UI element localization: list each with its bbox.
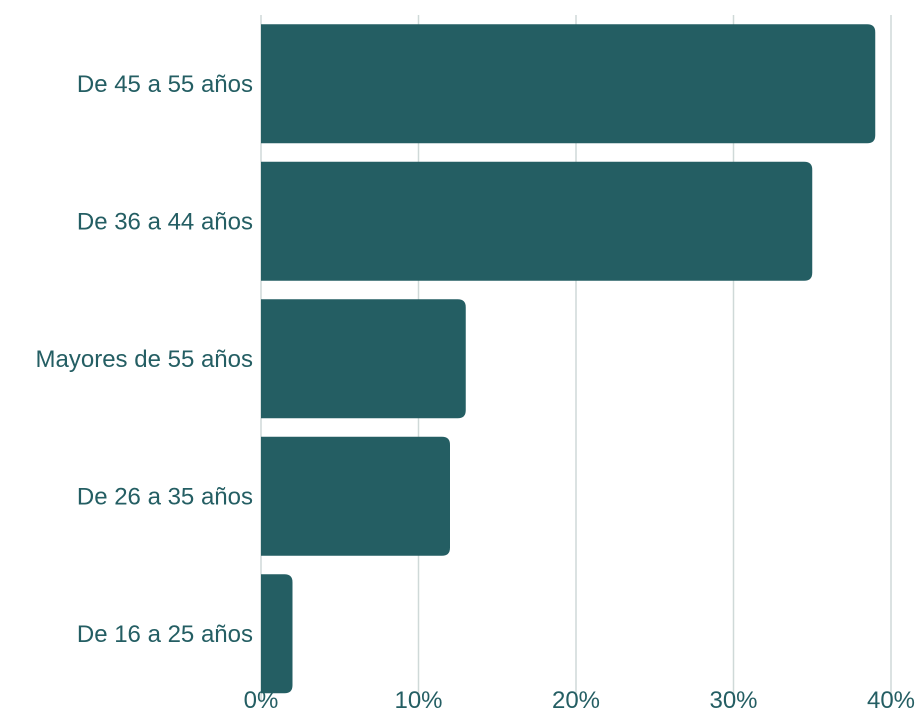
category-label: De 26 a 35 años [77, 483, 253, 510]
x-tick-label: 30% [709, 687, 757, 711]
category-label: De 16 a 25 años [77, 621, 253, 648]
x-tick-label: 40% [867, 687, 915, 711]
bar [261, 299, 466, 419]
category-label: Mayores de 55 años [36, 346, 253, 373]
x-tick-label: 20% [552, 687, 600, 711]
bars [261, 24, 876, 694]
x-tick-label: 0% [244, 687, 279, 711]
category-labels: De 45 a 55 años De 36 a 44 años Mayores d… [36, 71, 253, 648]
bar [261, 161, 813, 281]
bar [261, 574, 293, 694]
bar [261, 436, 450, 556]
category-label: De 45 a 55 años [77, 71, 253, 98]
bar [261, 24, 876, 144]
x-tick-labels: 0% 10% 20% 30% 40% [244, 687, 915, 714]
x-tick-label: 10% [394, 687, 442, 711]
category-label: De 36 a 44 años [77, 208, 253, 235]
